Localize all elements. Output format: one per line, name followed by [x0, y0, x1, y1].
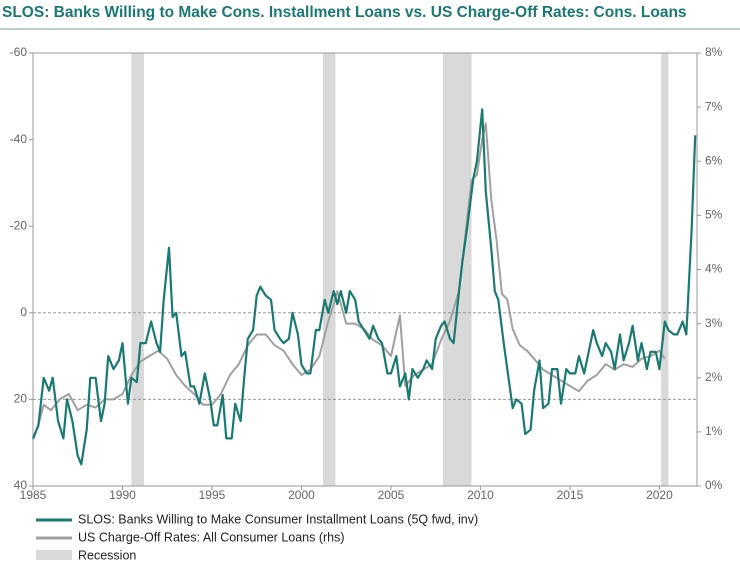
legend-label: Recession: [78, 548, 136, 562]
y-tick-label: 20: [14, 392, 28, 406]
y2-tick-label: 5%: [705, 208, 723, 222]
legend-label: US Charge-Off Rates: All Consumer Loans …: [78, 530, 345, 544]
x-tick-label: 1985: [20, 488, 47, 502]
y2-tick-label: 2%: [705, 370, 723, 384]
y-tick-label: 0: [20, 305, 27, 319]
recession-band: [131, 53, 144, 486]
y2-tick-label: 6%: [705, 153, 723, 167]
y-tick-label: -40: [10, 132, 28, 146]
recession-band: [442, 53, 472, 486]
x-tick-label: 2010: [467, 488, 494, 502]
y-tick-label: -60: [10, 45, 28, 59]
y2-tick-label: 7%: [705, 99, 723, 113]
x-tick-label: 1995: [199, 488, 226, 502]
recession-band: [322, 53, 336, 486]
legend-swatch: [36, 550, 72, 560]
y2-tick-label: 3%: [705, 316, 723, 330]
chart-title: SLOS: Banks Willing to Make Cons. Instal…: [2, 4, 687, 21]
y-tick-label: -20: [10, 218, 28, 232]
recession-band: [661, 53, 669, 486]
legend-label: SLOS: Banks Willing to Make Consumer Ins…: [78, 512, 478, 526]
x-tick-label: 1990: [109, 488, 136, 502]
y-tick-label: 40: [14, 478, 28, 492]
y2-tick-label: 0%: [705, 478, 723, 492]
y2-tick-label: 1%: [705, 424, 723, 438]
x-tick-label: 2015: [557, 488, 584, 502]
y2-tick-label: 4%: [705, 262, 723, 276]
x-tick-label: 2020: [646, 488, 673, 502]
y2-tick-label: 8%: [705, 45, 723, 59]
x-tick-label: 2005: [378, 488, 405, 502]
x-tick-label: 2000: [288, 488, 315, 502]
series-line: [31, 108, 697, 466]
